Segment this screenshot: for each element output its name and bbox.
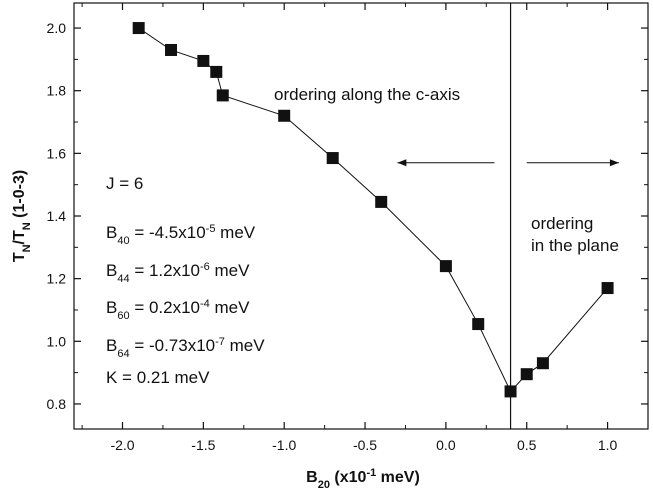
y-tick-label: 0.8: [47, 396, 67, 412]
parameter-line: B40 = -4.5x10-5 meV: [106, 223, 256, 247]
parameter-line: B44 = 1.2x10-6 meV: [106, 261, 250, 285]
annotation-right-region-line2: in the plane: [531, 236, 619, 255]
parameter-block: J = 6 B40 = -4.5x10-5 meV B44 = 1.2x10-6 m…: [106, 174, 265, 387]
data-point: [165, 43, 178, 56]
data-point: [375, 195, 388, 208]
y-axis-title: TN/TN (1-0-3): [11, 170, 33, 262]
y-tick-label: 1.8: [47, 83, 67, 99]
data-point: [326, 152, 339, 165]
tick-label-group: -2.0 -1.5 -1.0 -0.5 0.0 0.5 1.0 0.8 1.0 1.2 1.4 1.6…: [47, 20, 618, 453]
tick-group: [74, 3, 648, 429]
data-point: [520, 368, 533, 381]
y-tick-label: 1.0: [47, 333, 67, 349]
data-point: [439, 260, 452, 273]
data-point: [278, 109, 291, 122]
x-tick-label: -1.5: [191, 437, 215, 453]
parameter-line: B60 = 0.2x10-4 meV: [106, 298, 250, 322]
x-tick-label: 0.5: [517, 437, 537, 453]
parameter-line: K = 0.21 meV: [106, 368, 210, 387]
x-tick-label: 1.0: [598, 437, 618, 453]
y-tick-label: 1.6: [47, 145, 67, 161]
marker-group: [132, 22, 614, 398]
y-tick-label: 1.2: [47, 271, 67, 287]
x-tick-label: 0.0: [436, 437, 456, 453]
arrow-group: [397, 159, 619, 167]
parameter-line: B64 = -0.73x10-7 meV: [106, 336, 265, 360]
data-point: [504, 385, 517, 398]
annotation-right-region-line1: ordering: [531, 214, 593, 233]
y-tick-label: 2.0: [47, 20, 67, 36]
y-tick-label: 1.4: [47, 208, 67, 224]
x-tick-label: -1.0: [272, 437, 296, 453]
data-point: [210, 65, 223, 78]
x-tick-label: -0.5: [353, 437, 377, 453]
x-tick-label: -2.0: [110, 437, 134, 453]
arrow-right-head: [609, 159, 619, 167]
data-point: [472, 318, 485, 331]
data-point: [197, 54, 210, 67]
arrow-left-head: [397, 159, 407, 167]
parameter-line: J = 6: [106, 174, 143, 193]
x-axis-title: B20 (x10-1 meV): [306, 467, 420, 491]
data-point: [601, 282, 614, 295]
data-point: [536, 357, 549, 370]
data-point: [216, 89, 229, 102]
data-point: [132, 22, 145, 35]
annotation-left-region: ordering along the c-axis: [274, 85, 460, 104]
